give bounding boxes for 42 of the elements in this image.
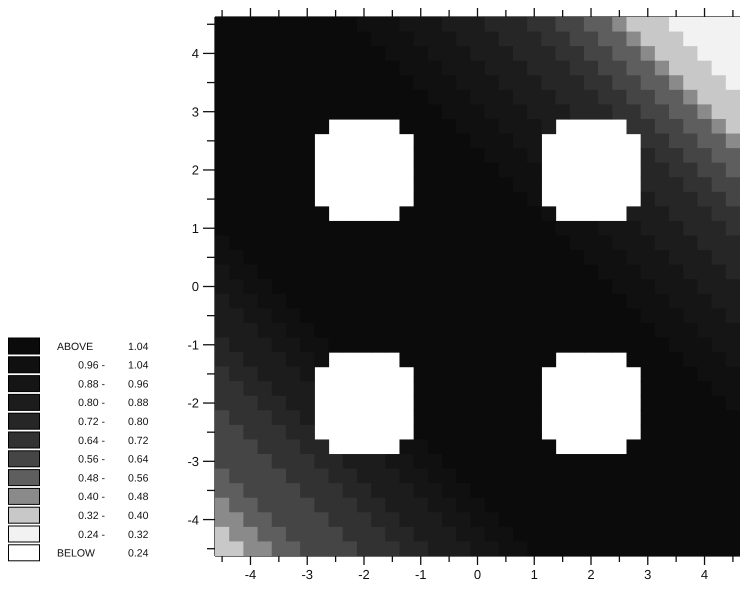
text: BELOW (57, 548, 96, 560)
color-bar-label: 0.96 - (78, 360, 106, 372)
y-tick-label: -4 (187, 512, 199, 528)
color-bar-label: 0.80 - (78, 397, 106, 410)
x-tick-label: 2 (587, 567, 595, 582)
y-tick-label: 4 (192, 46, 199, 62)
x-tick-label: -1 (414, 567, 427, 582)
x-tick-label: -3 (301, 567, 314, 582)
x-tick-label: 0 (474, 567, 482, 582)
y-tick-label: 0 (192, 279, 199, 294)
text: 1.04 (128, 340, 149, 353)
x-tick-label: 1 (530, 567, 538, 582)
color-bar-label: 0.56 - (78, 454, 106, 466)
text: 0.40 (128, 510, 149, 522)
text: 0.88 (128, 397, 149, 410)
color-bar-label: 0.72 - (78, 416, 106, 428)
x-tick-label: 4 (700, 567, 708, 582)
text: 1.04 (128, 360, 149, 372)
y-tick-label: 2 (192, 162, 199, 178)
color-bar-label: 0.40 - (78, 491, 106, 504)
text: 0.80 (128, 416, 149, 428)
x-tick-label: 3 (644, 567, 652, 582)
text: 0.48 (128, 491, 149, 504)
text: 0.72 (128, 434, 149, 447)
color-bar-label: 0.32 - (78, 510, 106, 522)
y-tick-label: -1 (187, 337, 199, 352)
y-tick-label: 1 (192, 220, 199, 236)
x-tick-label: -4 (244, 567, 256, 582)
text: 0.56 (128, 472, 149, 484)
color-bar-label: 0.88 - (78, 378, 106, 390)
text: 0.64 (128, 454, 149, 466)
text: 0.96 (128, 378, 149, 390)
y-tick-label: 3 (192, 104, 199, 120)
text: 0.32 (128, 528, 149, 541)
x-tick-label: -2 (358, 567, 370, 582)
color-bar-label: 0.24 - (78, 528, 106, 541)
text: ABOVE (57, 340, 94, 353)
y-tick-label: -3 (187, 454, 199, 469)
color-bar-label: 0.48 - (78, 472, 106, 484)
y-tick-label: -2 (187, 396, 199, 411)
color-bar-label: 0.64 - (78, 434, 106, 447)
text: 0.24 (128, 548, 149, 560)
